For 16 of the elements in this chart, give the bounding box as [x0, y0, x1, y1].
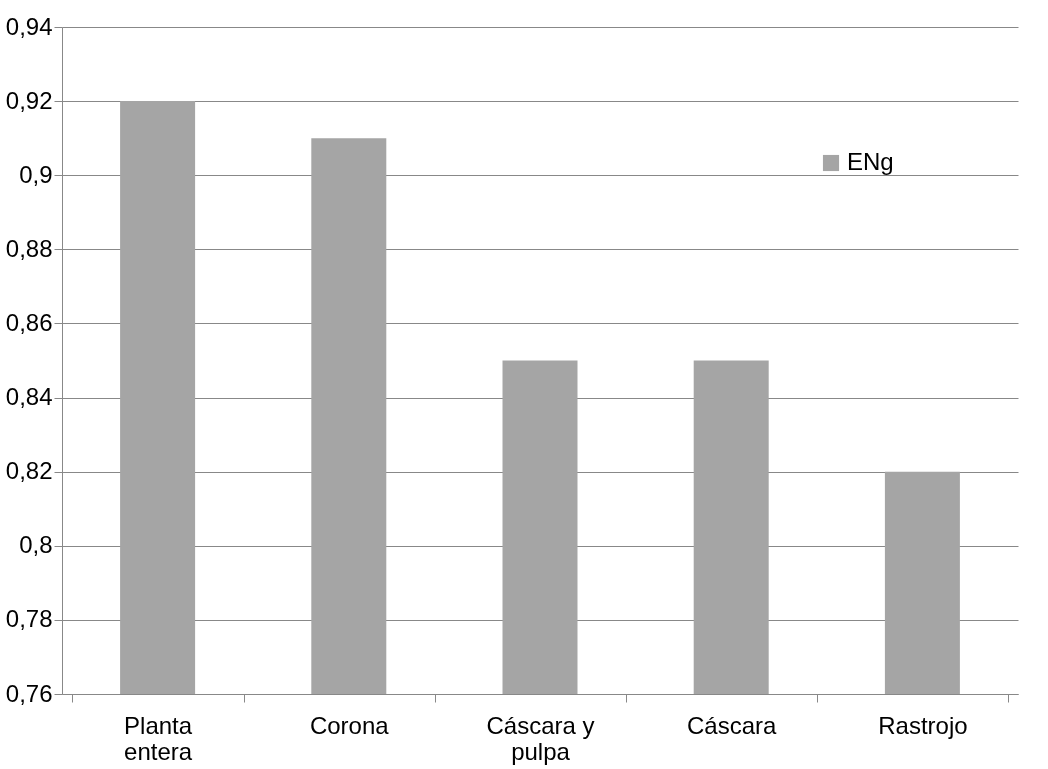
- y-tick-label: 0,94: [5, 12, 53, 40]
- x-tick-label: Cáscara: [687, 711, 778, 739]
- y-tick-label: 0,8: [19, 531, 53, 559]
- y-tick-label: 0,84: [5, 383, 53, 411]
- y-tick-label: 0,9: [19, 160, 53, 188]
- x-tick-label: Cáscara y pulpa: [486, 711, 595, 765]
- x-tick-label: Planta entera: [124, 711, 193, 765]
- y-tick-label: 0,76: [5, 679, 53, 707]
- x-tick-label: Rastrojo: [878, 711, 968, 739]
- y-tick-label: 0,82: [5, 457, 53, 485]
- y-tick-label: 0,78: [5, 605, 53, 633]
- legend-label: ENg: [847, 148, 894, 175]
- y-tick-label: 0,88: [5, 234, 53, 262]
- y-tick-label: 0,92: [5, 86, 53, 114]
- y-tick-label: 0,86: [5, 308, 53, 336]
- x-tick-label: Corona: [309, 711, 390, 739]
